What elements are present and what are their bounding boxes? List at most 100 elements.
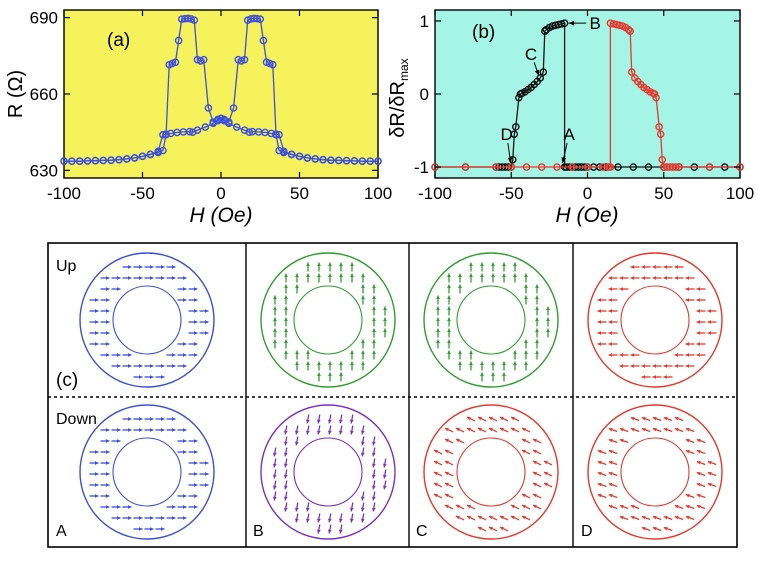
magnetization-arrowhead xyxy=(193,472,198,476)
magnetization-arrowhead xyxy=(127,276,132,280)
magnetization-arrowhead xyxy=(105,450,110,454)
data-point xyxy=(115,155,123,164)
annotation-arrowhead xyxy=(534,69,540,76)
y-tick-label: 630 xyxy=(30,161,58,180)
magnetization-arrowhead xyxy=(204,472,209,476)
magnetization-arrowhead xyxy=(444,482,449,487)
magnetization-arrowhead xyxy=(513,273,517,278)
magnetization-arrowhead xyxy=(685,449,690,454)
magnetization-arrowhead xyxy=(94,320,99,324)
magnetization-arrowhead xyxy=(663,515,668,520)
magnetization-arrowhead xyxy=(193,342,198,346)
magnetization-arrowhead xyxy=(328,361,332,366)
series-line-sweep_up xyxy=(435,22,740,168)
inner-ring xyxy=(620,437,690,507)
magnetization-arrowhead xyxy=(685,364,690,368)
data-point xyxy=(568,163,577,171)
magnetization-arrowhead xyxy=(127,417,132,421)
data-point xyxy=(162,130,170,139)
data-point xyxy=(193,126,202,134)
magnetization-arrowhead xyxy=(685,276,690,280)
magnetization-arrowhead xyxy=(447,350,451,355)
magnetization-arrowhead xyxy=(339,361,343,366)
magnetization-arrowhead xyxy=(182,342,187,346)
magnetization-arrowhead xyxy=(499,427,504,432)
outer-ring xyxy=(587,252,723,388)
magnetization-arrowhead xyxy=(360,430,365,435)
data-point xyxy=(606,163,615,171)
magnetization-arrowhead xyxy=(272,452,277,457)
magnetization-arrowhead xyxy=(488,416,493,421)
magnetization-arrowhead xyxy=(685,515,690,520)
magnetization-arrowhead xyxy=(372,350,376,355)
magnetization-arrowhead xyxy=(338,529,343,534)
magnetization-arrowhead xyxy=(160,527,165,531)
magnetization-arrowhead xyxy=(641,375,646,379)
magnetization-arrowhead xyxy=(294,441,299,446)
magnetization-arrowhead xyxy=(160,428,165,432)
data-point xyxy=(287,150,296,159)
magnetization-arrowhead xyxy=(283,507,288,512)
y-tick-label: 690 xyxy=(30,9,58,28)
row-label-up: Up xyxy=(56,258,77,275)
magnetization-arrowhead xyxy=(360,452,365,457)
magnetization-arrowhead xyxy=(94,342,99,346)
magnetization-arrowhead xyxy=(371,496,376,501)
magnetization-arrowhead xyxy=(127,428,132,432)
x-tick-label: -50 xyxy=(499,184,524,203)
magnetization-arrowhead xyxy=(317,372,321,377)
magnetization-arrowhead xyxy=(372,339,376,344)
magnetization-arrowhead xyxy=(532,482,537,487)
magnetization-arrowhead xyxy=(204,483,209,487)
magnetization-arrowhead xyxy=(171,428,176,432)
domain-cell-down-c xyxy=(423,404,559,540)
magnetization-arrowhead xyxy=(513,361,517,366)
magnetization-arrowhead xyxy=(502,262,506,267)
magnetization-arrowhead xyxy=(171,265,176,269)
magnetization-arrowhead xyxy=(608,309,613,313)
data-point xyxy=(253,14,261,23)
magnetization-arrowhead xyxy=(532,493,537,498)
magnetization-arrowhead xyxy=(105,461,110,465)
inner-ring xyxy=(620,285,690,355)
magnetization-arrowhead xyxy=(372,306,376,311)
magnetization-arrowhead xyxy=(127,516,132,520)
magnetization-arrowhead xyxy=(674,364,679,368)
magnetization-arrowhead xyxy=(138,375,143,379)
magnetization-arrowhead xyxy=(105,353,110,357)
magnetization-arrowhead xyxy=(608,320,613,324)
data-point xyxy=(366,157,374,165)
magnetization-arrowhead xyxy=(652,375,657,379)
data-point xyxy=(705,163,714,171)
magnetization-arrowhead xyxy=(469,262,473,267)
magnetization-arrowhead xyxy=(433,460,438,465)
y-tick-label: 1 xyxy=(420,12,429,31)
magnetization-arrowhead xyxy=(436,328,440,333)
magnetization-arrowhead xyxy=(436,339,440,344)
column-label-b: B xyxy=(253,523,264,540)
domain-cell-up-d xyxy=(587,252,723,388)
magnetization-arrowhead xyxy=(510,504,515,509)
magnetization-arrowhead xyxy=(630,504,635,509)
magnetization-arrowhead xyxy=(138,276,143,280)
magnetization-arrowhead xyxy=(608,482,613,487)
outer-ring xyxy=(79,252,215,388)
magnetization-arrowhead xyxy=(652,364,657,368)
magnetization-arrowhead xyxy=(685,287,690,291)
magnetization-arrowhead xyxy=(469,361,473,366)
magnetization-arrowhead xyxy=(502,372,506,377)
data-point xyxy=(279,147,288,156)
magnetization-arrowhead xyxy=(597,449,602,454)
magnetization-arrowhead xyxy=(283,463,288,468)
data-point xyxy=(512,123,520,131)
inner-ring xyxy=(112,285,182,355)
magnetization-arrowhead xyxy=(361,339,365,344)
series-line-sweep_up xyxy=(64,17,378,162)
magnetization-arrowhead xyxy=(149,428,154,432)
magnetization-arrowhead xyxy=(674,427,679,432)
magnetization-arrowhead xyxy=(499,416,504,421)
magnetization-arrowhead xyxy=(94,483,99,487)
magnetization-arrowhead xyxy=(328,372,332,377)
magnetization-arrowhead xyxy=(182,439,187,443)
